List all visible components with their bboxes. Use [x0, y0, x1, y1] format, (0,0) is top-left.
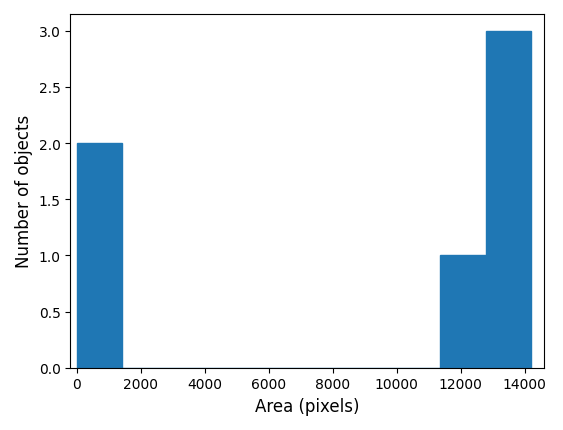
- Bar: [77, 144, 122, 368]
- Bar: [440, 256, 485, 368]
- Y-axis label: Number of objects: Number of objects: [15, 115, 33, 268]
- Bar: [485, 32, 531, 368]
- X-axis label: Area (pixels): Area (pixels): [255, 397, 359, 415]
